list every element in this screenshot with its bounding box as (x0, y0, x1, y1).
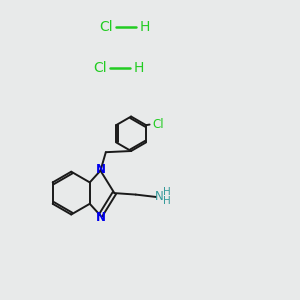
Text: N: N (96, 163, 106, 176)
Text: N: N (154, 190, 163, 203)
Text: Cl: Cl (153, 118, 164, 131)
Text: N: N (96, 211, 106, 224)
Text: Cl: Cl (93, 61, 107, 75)
Text: Cl: Cl (99, 20, 113, 34)
Text: H: H (163, 187, 170, 196)
Text: H: H (140, 20, 150, 34)
Text: H: H (134, 61, 144, 75)
Text: H: H (163, 196, 170, 206)
